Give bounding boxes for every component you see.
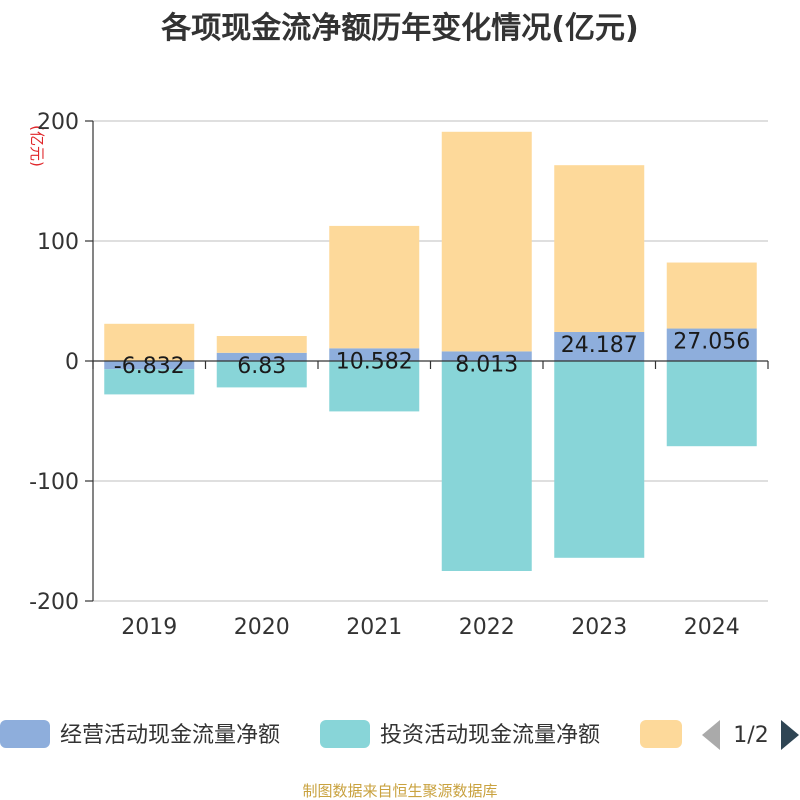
y-tick-label: 0 xyxy=(65,350,79,375)
data-label: 8.013 xyxy=(455,352,518,377)
x-axis-ticks: 2019 2020 2021 2022 2023 2024 xyxy=(121,615,740,640)
data-source-note: 制图数据来自恒生聚源数据库 xyxy=(302,782,497,800)
bar-investing xyxy=(216,361,307,388)
bar-operating xyxy=(554,331,645,361)
y-axis-ticks: 200 100 0 -100 -200 xyxy=(29,110,93,615)
grid-lines xyxy=(93,120,768,602)
legend-swatch-investing[interactable] xyxy=(320,720,370,748)
x-tick-label: 2019 xyxy=(121,615,177,640)
data-label: 24.187 xyxy=(561,333,638,358)
bar-operating xyxy=(104,361,195,370)
bar-financing xyxy=(104,323,195,361)
legend-label-investing[interactable]: 投资活动现金流量净额 xyxy=(380,723,600,748)
x-tick-label: 2020 xyxy=(234,615,290,640)
x-tick-label: 2023 xyxy=(571,615,627,640)
bar-financing xyxy=(554,165,645,332)
bar-operating xyxy=(666,328,757,361)
data-label: -6.832 xyxy=(114,354,185,379)
x-tick-label: 2021 xyxy=(346,615,402,640)
y-tick-label: 100 xyxy=(37,230,79,255)
legend-swatch-operating[interactable] xyxy=(0,720,50,748)
legend-swatch-financing[interactable] xyxy=(640,720,682,748)
bar-investing xyxy=(666,361,757,447)
x-tick-label: 2024 xyxy=(684,615,740,640)
bar-financing xyxy=(329,225,420,349)
bar-investing xyxy=(104,369,195,395)
legend-page-indicator: 1/2 xyxy=(733,723,768,748)
bar-financing xyxy=(441,131,532,352)
bar-financing xyxy=(666,262,757,329)
y-tick-label: 200 xyxy=(37,110,79,135)
data-label: 10.582 xyxy=(336,349,413,374)
bar-financing xyxy=(216,336,307,353)
data-labels: -6.832 6.83 10.582 8.013 24.187 27.056 xyxy=(114,330,750,379)
bar-operating xyxy=(329,348,420,361)
legend-prev-page-icon[interactable] xyxy=(702,720,720,750)
chart-title: 各项现金流净额历年变化情况(亿元) xyxy=(160,11,638,46)
legend-next-page-icon[interactable] xyxy=(781,720,799,750)
y-tick-label: -100 xyxy=(29,470,79,495)
axes xyxy=(92,121,769,601)
bar-investing xyxy=(441,361,532,571)
legend: 经营活动现金流量净额 投资活动现金流量净额 1/2 xyxy=(0,720,799,750)
y-tick-label: -200 xyxy=(29,590,79,615)
bar-investing xyxy=(329,361,420,412)
bar-investing xyxy=(554,361,645,558)
legend-label-operating[interactable]: 经营活动现金流量净额 xyxy=(60,723,280,748)
bar-operating xyxy=(216,352,307,361)
bar-operating xyxy=(441,351,532,361)
x-tick-label: 2022 xyxy=(459,615,515,640)
y-axis-unit: (亿元) xyxy=(28,125,46,167)
data-label: 6.83 xyxy=(237,354,286,379)
data-label: 27.056 xyxy=(673,330,750,355)
bars xyxy=(104,131,757,571)
